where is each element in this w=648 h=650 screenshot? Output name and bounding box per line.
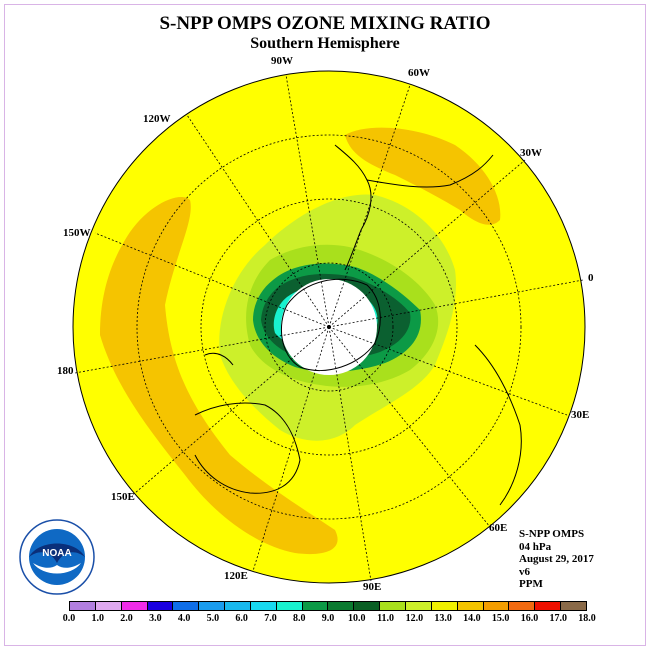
lon-label-90e: 90E (363, 581, 382, 593)
colorbar-tick-label: 7.0 (264, 613, 277, 624)
meridian-90e (328, 326, 372, 582)
colorbar-tick-label: 17.0 (549, 613, 567, 624)
coast-south-america (334, 144, 372, 271)
lon-label-150w: 150W (63, 227, 91, 239)
coast-south-america-east (366, 154, 494, 188)
coastlines (194, 144, 522, 506)
colorbar-tick-label: 12.0 (405, 613, 424, 624)
colorbar-tick-label: 11.0 (377, 613, 395, 624)
figure-frame: S-NPP OMPS OZONE MIXING RATIO Southern H… (4, 4, 646, 646)
graticule (74, 74, 584, 582)
colorbar-tick-label: 14.0 (463, 613, 481, 624)
colorbar-tick-label: 3.0 (149, 613, 162, 624)
colorbar-tick-label: 8.0 (292, 613, 306, 624)
colorbar-swatch (95, 602, 122, 610)
lon-label-30e: 30E (571, 409, 590, 421)
colorbar-swatch (199, 602, 226, 610)
latitude-circle-3 (136, 134, 522, 520)
coast-new-zealand (204, 352, 234, 366)
colorbar-tick-label: 6.0 (235, 613, 248, 624)
polar-map (72, 70, 586, 584)
colorbar-tick-label: 15.0 (491, 613, 510, 624)
lon-label-180: 180 (57, 365, 74, 377)
coast-africa (474, 344, 522, 506)
map-title: S-NPP OMPS OZONE MIXING RATIO (159, 13, 491, 34)
lon-label-120w: 120W (143, 113, 171, 125)
lon-label-150e: 150E (111, 491, 135, 503)
lon-label-90w: 90W (271, 55, 293, 67)
info-instrument: S-NPP OMPS (519, 528, 585, 540)
lon-label-0: 0 (588, 272, 594, 284)
coast-australia (194, 402, 301, 494)
noaa-logo: NOAA (19, 519, 95, 595)
lon-label-30w: 30W (520, 147, 542, 159)
colorbar (69, 601, 587, 611)
colorbar-swatch (431, 602, 458, 610)
south-pole-marker (327, 325, 331, 329)
colorbar-swatch (535, 602, 562, 610)
lon-label-120e: 120E (224, 570, 248, 582)
meridian-120e (252, 326, 330, 572)
meridian-150e (134, 326, 330, 494)
noaa-logo-text: NOAA (42, 548, 71, 559)
info-level: 04 hPa (519, 540, 552, 553)
meridian-180 (74, 326, 330, 374)
colorbar-tick-label: 1.0 (91, 613, 105, 624)
colorbar-swatch (173, 602, 200, 610)
meridian-60e (328, 326, 491, 528)
colorbar-tick-label: 4.0 (177, 613, 191, 624)
colorbar-swatch (70, 602, 96, 610)
latitude-circle-2 (200, 198, 458, 456)
colorbar-tick-label: 5.0 (206, 613, 220, 624)
colorbar-swatch (561, 602, 586, 610)
colorbar-swatch (354, 602, 381, 610)
orange-region-west (100, 196, 338, 555)
lon-label-60w: 60W (408, 67, 430, 79)
colorbar-swatch (509, 602, 536, 610)
colorbar-tick-label: 2.0 (120, 613, 133, 624)
map-boundary (72, 70, 586, 584)
meridian-90w (285, 74, 330, 328)
coast-antarctica (280, 278, 381, 371)
meridian-60w (328, 84, 411, 328)
meridian-0 (328, 279, 584, 328)
orange-region-northeast (345, 127, 501, 225)
colorbar-tick-label: 16.0 (520, 613, 539, 624)
colorbar-tick-label: 13.0 (434, 613, 452, 624)
colorbar-swatch (405, 602, 432, 610)
info-version: v6 (519, 565, 530, 578)
colorbar-swatch (328, 602, 355, 610)
colorbar-swatch (147, 602, 174, 610)
colorbar-swatch (380, 602, 406, 610)
colorbar-swatch (457, 602, 484, 610)
colorbar-swatch (483, 602, 510, 610)
colorbar-tick-label: 18.0 (578, 613, 596, 624)
colorbar-tick-label: 9.0 (321, 613, 335, 624)
colorbar-swatch (302, 602, 329, 610)
colorbar-swatch (276, 602, 303, 610)
lon-label-60e: 60E (489, 522, 508, 534)
latitude-circle-1 (264, 262, 394, 392)
info-units: PPM (519, 578, 543, 590)
meridian-30w (328, 159, 526, 328)
colorbar-tick-label: 0.0 (62, 613, 76, 624)
colorbar-swatch (250, 602, 277, 610)
info-date: August 29, 2017 (519, 553, 594, 565)
colorbar-swatch (225, 602, 251, 610)
colorbar-swatch (121, 602, 148, 610)
map-subtitle: Southern Hemisphere (250, 35, 400, 52)
colorbar-tick-label: 10.0 (348, 613, 366, 624)
meridian-120w (186, 114, 330, 328)
info-block: S-NPP OMPS 04 hPa August 29, 2017 v6 PPM (519, 528, 594, 591)
